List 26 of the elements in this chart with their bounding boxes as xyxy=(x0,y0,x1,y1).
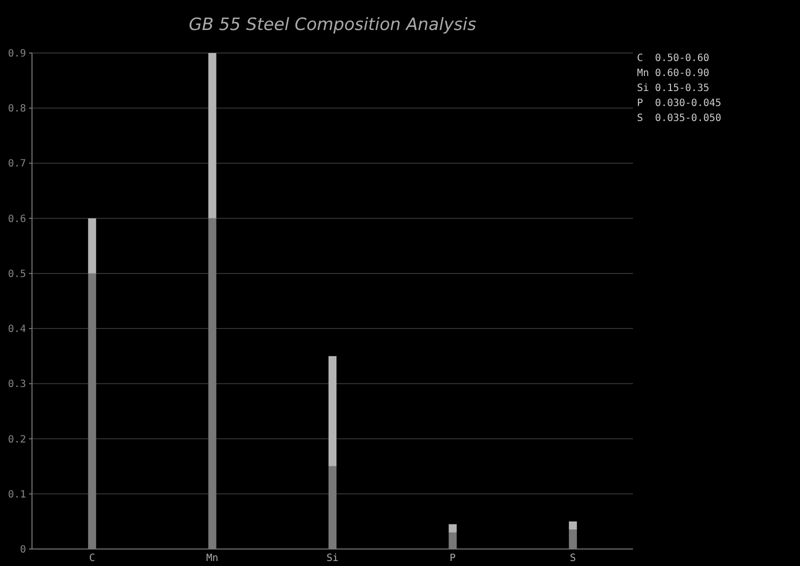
y-tick-label: 0.2 xyxy=(8,434,26,446)
bar xyxy=(448,524,457,532)
x-tick-label: P xyxy=(450,553,456,564)
text: Mn 0.60-0.90 xyxy=(637,68,710,79)
y-tick-label: 0.1 xyxy=(8,489,26,500)
y-tick-label: 0.8 xyxy=(8,104,26,115)
x-tick-label: C xyxy=(89,553,96,564)
bar xyxy=(568,521,577,530)
y-tick-label: 0.4 xyxy=(8,324,26,336)
y-tick-label: 0.9 xyxy=(8,48,26,60)
y-tick-label: 0.3 xyxy=(8,379,26,390)
x-tick-label: Si xyxy=(326,553,339,564)
bar xyxy=(88,218,96,274)
bar xyxy=(208,53,216,218)
x-tick-label: Mn xyxy=(206,553,218,564)
bar xyxy=(328,356,336,466)
y-tick-label: 0 xyxy=(20,544,26,556)
y-tick-label: 0.7 xyxy=(8,158,26,170)
chart-title: GB 55 Steel Composition Analysis xyxy=(188,15,476,35)
text: P 0.030-0.045 xyxy=(637,98,722,109)
y-tick-label: 0.5 xyxy=(8,268,26,280)
text: S 0.035-0.050 xyxy=(637,113,722,124)
text: C 0.50-0.60 xyxy=(637,53,710,64)
y-tick-label: 0.6 xyxy=(8,214,26,225)
x-tick-label: S xyxy=(570,553,576,564)
text: Si 0.15-0.35 xyxy=(637,83,710,94)
